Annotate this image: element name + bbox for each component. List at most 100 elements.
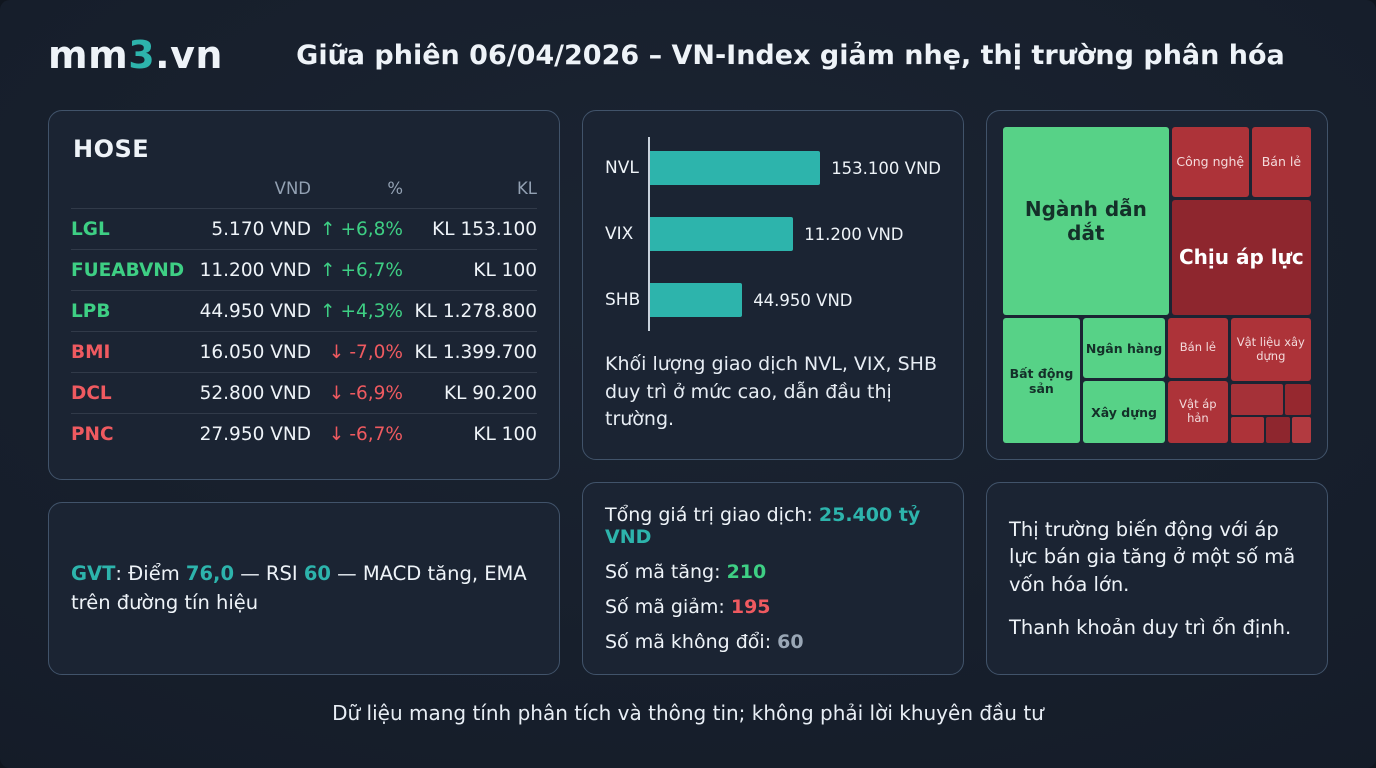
change-percent: +4,3% <box>340 300 403 322</box>
gvt-score: 76,0 <box>185 562 235 586</box>
col-header-kl: KL <box>516 179 537 198</box>
ticker-symbol: BMI <box>71 341 111 363</box>
up-arrow-icon: ↑ <box>319 259 336 281</box>
gvt-label: GVT <box>71 562 116 586</box>
change-cell: ↑ +6,7% <box>311 260 403 281</box>
disclaimer-text: Dữ liệu mang tính phân tích và thông tin… <box>332 701 1044 725</box>
stat-value: 195 <box>730 596 771 618</box>
price-value: 5.170 VND <box>211 218 311 240</box>
table-row: LGL 5.170 VND ↑ +6,8% KL 153.100 <box>71 208 537 249</box>
bar-row: 44.950 VND <box>650 283 941 317</box>
up-arrow-icon: ↑ <box>319 300 336 322</box>
market-summary-card: Thị trường biến động với áp lực bán gia … <box>986 482 1328 675</box>
price-value: 11.200 VND <box>199 259 311 281</box>
down-arrow-icon: ↓ <box>328 341 345 363</box>
change-cell: ↓ -6,9% <box>311 383 403 404</box>
treemap-cell-bat-dong-san: Bất động sản <box>1003 318 1080 443</box>
price-value: 16.050 VND <box>199 341 311 363</box>
treemap-mini-cell <box>1291 417 1311 443</box>
treemap-top-right-row: Công nghệ Bán lẻ <box>1171 127 1311 197</box>
change-cell: ↑ +4,3% <box>311 301 403 322</box>
stat-label: Tổng giá trị giao dịch: <box>605 504 819 526</box>
treemap-top-right: Công nghệ Bán lẻ Chịu áp lực <box>1171 127 1311 315</box>
volume-chart-card: NVL VIX SHB 153.100 VND 11.200 VND <box>582 110 964 460</box>
treemap-mini-grid <box>1230 384 1311 443</box>
treemap-cell-leader: Ngành dẫn dắt <box>1003 127 1169 315</box>
table-row: LPB 44.950 VND ↑ +4,3% KL 1.278.800 <box>71 290 537 331</box>
stat-decliners: Số mã giảm: 195 <box>605 596 941 618</box>
volume-bar-chart: NVL VIX SHB 153.100 VND 11.200 VND <box>605 137 941 331</box>
col-header-vnd: VND <box>274 179 311 198</box>
bar-row: 11.200 VND <box>650 217 941 251</box>
hose-title: HOSE <box>73 135 150 163</box>
summary-paragraph-1: Thị trường biến động với áp lực bán gia … <box>1009 517 1296 596</box>
bar-label: NVL <box>605 158 639 178</box>
up-arrow-icon: ↑ <box>319 218 336 240</box>
sector-treemap: Ngành dẫn dắt Công nghệ Bán lẻ Chịu áp l… <box>1003 127 1311 443</box>
treemap-cell-ban-le: Bán lẻ <box>1251 127 1311 197</box>
stat-value: 25.400 tỷ VND <box>605 504 921 548</box>
ticker-symbol: DCL <box>71 382 112 404</box>
price-value: 52.800 VND <box>199 382 311 404</box>
gvt-indicator-text: GVT: Điểm 76,0 — RSI 60 — MACD tăng, EMA… <box>71 560 537 617</box>
treemap-mini-cell <box>1266 417 1290 443</box>
gvt-sep2: — RSI <box>234 562 304 586</box>
treemap-cell-pressure: Chịu áp lực <box>1171 199 1311 315</box>
table-header-row: VND % KL <box>71 171 537 208</box>
volume-bar <box>650 151 821 185</box>
bar-label: VIX <box>605 224 634 244</box>
table-row: BMI 16.050 VND ↓ -7,0% KL 1.399.700 <box>71 331 537 372</box>
bar-label: SHB <box>605 290 641 310</box>
column-left: HOSE VND % KL LGL 5.170 VND ↑ +6,8% KL 15… <box>48 110 560 675</box>
stat-advancers: Số mã tăng: 210 <box>605 561 941 583</box>
stat-value: 60 <box>777 631 804 653</box>
treemap-cell-vat-lieu: Vật liệu xây dựng <box>1230 318 1311 382</box>
treemap-cell-ban-le-2: Bán lẻ <box>1168 318 1228 379</box>
logo-accent: 3 <box>128 33 156 77</box>
change-percent: +6,8% <box>340 218 403 240</box>
change-percent: +6,7% <box>340 259 403 281</box>
volume-value: KL 153.100 <box>432 218 537 240</box>
stat-label: Số mã tăng: <box>605 561 727 583</box>
column-right: Ngành dẫn dắt Công nghệ Bán lẻ Chịu áp l… <box>986 110 1328 675</box>
gvt-indicator-card: GVT: Điểm 76,0 — RSI 60 — MACD tăng, EMA… <box>48 502 560 675</box>
volume-value: KL 100 <box>473 259 537 281</box>
treemap-bottom-block: Bất động sản Ngân hàng Xây dựng Bán lẻ V… <box>1003 318 1311 443</box>
sector-treemap-card: Ngành dẫn dắt Công nghệ Bán lẻ Chịu áp l… <box>986 110 1328 460</box>
gvt-sep3: — MACD tăng, EMA trên đường tín hiệu <box>71 562 527 614</box>
change-cell: ↑ +6,8% <box>311 219 403 240</box>
price-value: 27.950 VND <box>199 423 311 445</box>
volume-value: KL 100 <box>473 423 537 445</box>
chart-plot-area: 153.100 VND 11.200 VND 44.950 VND <box>648 137 941 331</box>
logo-prefix: mm <box>48 33 129 77</box>
table-row: PNC 27.950 VND ↓ -6,7% KL 100 <box>71 413 537 454</box>
volume-value: KL 1.399.700 <box>414 341 537 363</box>
price-value: 44.950 VND <box>199 300 311 322</box>
chart-caption: Khối lượng giao dịch NVL, VIX, SHB duy t… <box>605 353 937 431</box>
table-row: DCL 52.800 VND ↓ -6,9% KL 90.200 <box>71 372 537 413</box>
treemap-cell-xay-dung: Xây dựng <box>1082 381 1166 443</box>
treemap-bottom-col4: Vật liệu xây dựng <box>1230 318 1311 443</box>
gvt-rsi: 60 <box>303 562 331 586</box>
bar-value-label: 44.950 VND <box>753 290 853 310</box>
bar-value-label: 153.100 VND <box>831 158 941 178</box>
col-header-percent: % <box>387 179 403 198</box>
treemap-cell-ngan-hang: Ngân hàng <box>1082 318 1166 379</box>
bar-value-label: 11.200 VND <box>804 224 904 244</box>
treemap-bottom-col2: Ngân hàng Xây dựng <box>1082 318 1166 443</box>
header: mm3.vn Giữa phiên 06/04/2026 – VN-Index … <box>48 16 1328 94</box>
stat-value: 210 <box>726 561 767 583</box>
volume-value: KL 1.278.800 <box>414 300 537 322</box>
down-arrow-icon: ↓ <box>328 423 345 445</box>
market-stats-card: Tổng giá trị giao dịch: 25.400 tỷ VND Số… <box>582 482 964 675</box>
stat-total-value: Tổng giá trị giao dịch: 25.400 tỷ VND <box>605 504 941 548</box>
down-arrow-icon: ↓ <box>328 382 345 404</box>
bar-row: 153.100 VND <box>650 151 941 185</box>
ticker-symbol: LPB <box>71 300 111 322</box>
ticker-symbol: PNC <box>71 423 114 445</box>
stat-unchanged: Số mã không đổi: 60 <box>605 631 941 653</box>
treemap-mini-cell <box>1284 384 1311 416</box>
treemap-cell-vat-ap-han: Vật áp hản <box>1168 381 1228 443</box>
treemap-mini-row <box>1230 417 1311 443</box>
